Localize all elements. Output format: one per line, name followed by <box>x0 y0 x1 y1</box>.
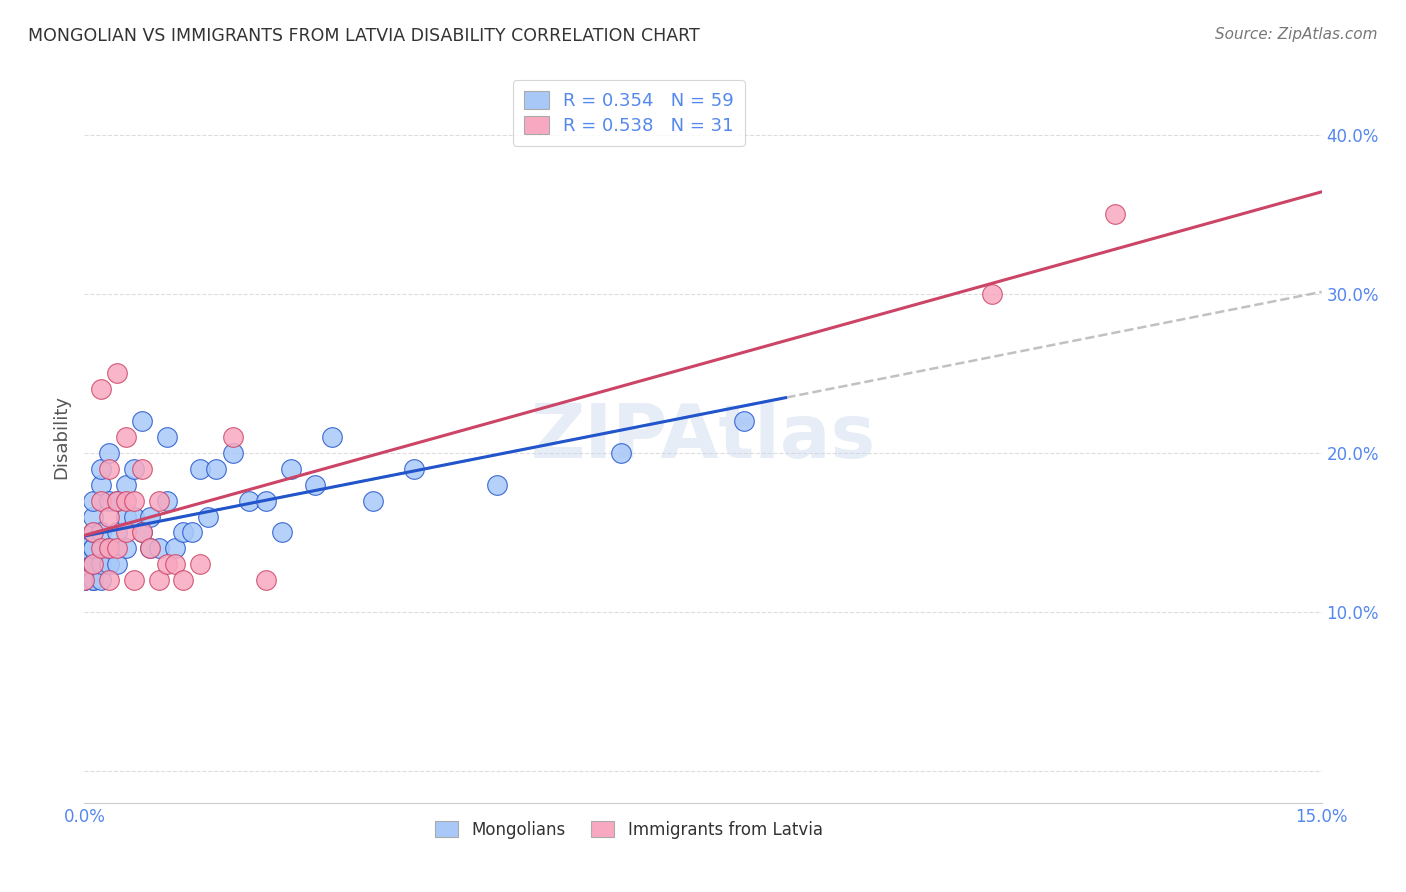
Point <box>82 573 104 587</box>
Point <box>82 509 104 524</box>
Text: MONGOLIAN VS IMMIGRANTS FROM LATVIA DISABILITY CORRELATION CHART: MONGOLIAN VS IMMIGRANTS FROM LATVIA DISA… <box>28 27 700 45</box>
Point <box>98 573 121 587</box>
Point <box>122 509 145 524</box>
Point <box>105 493 128 508</box>
Point <box>165 558 187 572</box>
Point <box>73 573 96 587</box>
Point <box>131 525 153 540</box>
Point <box>90 558 112 572</box>
Point <box>82 493 104 508</box>
Point <box>172 573 194 587</box>
Point <box>122 462 145 476</box>
Point <box>73 541 96 556</box>
Point <box>148 573 170 587</box>
Point <box>98 446 121 460</box>
Point <box>148 493 170 508</box>
Text: ZIPAtlas: ZIPAtlas <box>530 401 876 474</box>
Point <box>90 573 112 587</box>
Point <box>73 573 96 587</box>
Point <box>114 477 136 491</box>
Point <box>222 430 245 444</box>
Point <box>114 509 136 524</box>
Point <box>139 541 162 556</box>
Point <box>980 287 1002 301</box>
Point <box>114 430 136 444</box>
Point <box>254 573 277 587</box>
Point <box>485 477 508 491</box>
Point <box>105 558 128 572</box>
Point <box>90 493 112 508</box>
Point <box>105 493 128 508</box>
Point <box>180 525 202 540</box>
Point <box>361 493 384 508</box>
Point <box>733 414 755 428</box>
Point <box>82 573 104 587</box>
Point <box>114 493 136 508</box>
Text: Source: ZipAtlas.com: Source: ZipAtlas.com <box>1215 27 1378 42</box>
Point <box>280 462 302 476</box>
Point <box>90 525 112 540</box>
Point <box>90 541 112 556</box>
Point <box>197 509 219 524</box>
Point <box>156 493 179 508</box>
Point <box>82 525 104 540</box>
Point <box>1104 207 1126 221</box>
Point <box>156 558 179 572</box>
Point <box>205 462 228 476</box>
Point <box>82 525 104 540</box>
Point <box>98 509 121 524</box>
Point <box>188 462 211 476</box>
Point <box>105 367 128 381</box>
Point <box>139 541 162 556</box>
Point <box>73 558 96 572</box>
Point <box>254 493 277 508</box>
Point <box>73 558 96 572</box>
Point <box>122 573 145 587</box>
Point <box>90 477 112 491</box>
Point <box>73 573 96 587</box>
Point <box>90 462 112 476</box>
Point <box>156 430 179 444</box>
Point <box>73 541 96 556</box>
Point <box>82 558 104 572</box>
Point <box>131 525 153 540</box>
Point <box>98 558 121 572</box>
Point <box>131 414 153 428</box>
Point <box>105 525 128 540</box>
Point <box>122 493 145 508</box>
Point <box>131 462 153 476</box>
Point <box>271 525 294 540</box>
Point <box>148 541 170 556</box>
Point <box>114 541 136 556</box>
Point <box>165 541 187 556</box>
Point <box>90 383 112 397</box>
Point <box>98 462 121 476</box>
Point <box>73 573 96 587</box>
Point <box>98 493 121 508</box>
Point <box>238 493 260 508</box>
Legend: Mongolians, Immigrants from Latvia: Mongolians, Immigrants from Latvia <box>429 814 830 846</box>
Point <box>609 446 631 460</box>
Point <box>321 430 343 444</box>
Point <box>188 558 211 572</box>
Point <box>73 558 96 572</box>
Point <box>82 541 104 556</box>
Point <box>114 525 136 540</box>
Point <box>105 541 128 556</box>
Point <box>139 509 162 524</box>
Point <box>82 541 104 556</box>
Point <box>222 446 245 460</box>
Point <box>82 558 104 572</box>
Point <box>304 477 326 491</box>
Point <box>98 541 121 556</box>
Point <box>404 462 426 476</box>
Point <box>172 525 194 540</box>
Point <box>98 541 121 556</box>
Point <box>82 558 104 572</box>
Y-axis label: Disability: Disability <box>52 395 70 479</box>
